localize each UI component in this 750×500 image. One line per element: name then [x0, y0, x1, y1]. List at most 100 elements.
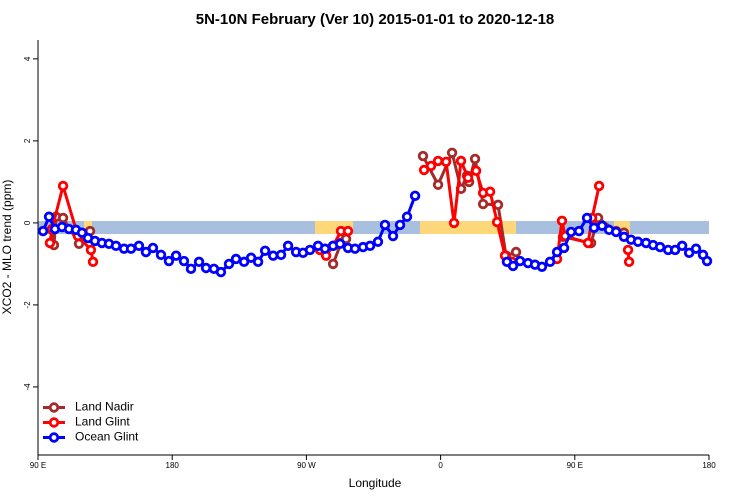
data-point: [654, 241, 666, 253]
y-tick-label: -2: [23, 301, 32, 309]
data-point: [110, 240, 122, 252]
data-point: [418, 164, 430, 176]
data-point: [469, 153, 481, 165]
data-point: [155, 249, 167, 261]
data-point: [387, 230, 399, 242]
data-point: [178, 255, 190, 267]
data-point: [565, 226, 577, 238]
legend-label: Land Nadir: [75, 400, 134, 414]
data-point: [588, 222, 600, 234]
data-point: [125, 243, 137, 254]
land-ocean-strip: [38, 221, 709, 234]
data-point: [85, 244, 97, 256]
x-tick-label: 90 E: [567, 461, 583, 470]
data-point: [349, 243, 361, 254]
data-point: [556, 215, 568, 227]
legend-marker: [48, 402, 60, 413]
data-point: [432, 179, 444, 190]
data-point: [342, 225, 354, 237]
data-point: [252, 256, 264, 268]
data-point: [582, 237, 594, 249]
data-point: [193, 256, 205, 268]
data-point: [259, 245, 271, 256]
data-point: [581, 212, 593, 224]
data-point: [163, 255, 175, 267]
data-point: [282, 240, 294, 252]
data-point: [275, 249, 287, 261]
data-point: [215, 266, 227, 278]
data-point: [676, 240, 688, 252]
data-point: [304, 244, 316, 256]
x-tick-label: 90 E: [30, 461, 46, 470]
data-point: [364, 240, 376, 252]
data-point: [223, 258, 235, 270]
data-point: [245, 252, 257, 263]
data-point: [558, 242, 570, 254]
data-point: [448, 217, 460, 229]
legend-marker: [48, 417, 60, 428]
data-point: [185, 263, 197, 275]
x-axis-label: Longitude: [349, 476, 402, 490]
data-point: [238, 256, 250, 268]
land-strip: [420, 221, 516, 234]
x-tick-label: 180: [166, 461, 180, 470]
data-point: [170, 250, 182, 261]
data-point: [462, 172, 474, 183]
y-tick-label: 4: [23, 56, 32, 61]
y-axis-label: XCO2 - MLO trend (ppm): [0, 180, 14, 315]
data-point: [334, 238, 346, 250]
data-point: [690, 243, 702, 254]
data-point: [470, 165, 482, 177]
data-point: [200, 262, 212, 274]
data-point: [327, 258, 339, 270]
y-tick-label: 0: [23, 220, 32, 225]
chart-title: 5N-10N February (Ver 10) 2015-01-01 to 2…: [196, 11, 555, 28]
data-point: [536, 261, 548, 272]
data-point: [372, 236, 384, 247]
data-point: [417, 150, 429, 162]
data-point: [425, 160, 437, 172]
data-point: [632, 236, 644, 247]
data-point: [510, 246, 522, 258]
data-point: [394, 219, 406, 231]
legend-label: Ocean Glint: [75, 430, 139, 444]
legend-label: Land Glint: [75, 415, 130, 429]
data-point: [76, 227, 88, 238]
data-point: [593, 180, 605, 192]
data-point: [87, 256, 99, 268]
x-tick-label: 180: [702, 461, 716, 470]
data-point: [701, 255, 713, 267]
ocean-strip: [38, 221, 709, 234]
data-point: [514, 255, 526, 267]
data-point: [455, 155, 467, 167]
data-point: [44, 237, 56, 249]
data-point: [57, 180, 69, 192]
data-point: [409, 190, 421, 202]
legend-marker: [48, 432, 60, 443]
data-point: [446, 147, 458, 158]
data-point: [492, 199, 504, 211]
data-point: [267, 250, 279, 261]
data-point: [133, 240, 145, 252]
data-point: [401, 211, 413, 222]
data-point: [491, 216, 503, 228]
data-point: [319, 243, 331, 254]
data-point: [610, 226, 622, 238]
y-tick-label: 2: [23, 138, 32, 143]
data-point: [507, 260, 519, 272]
data-point: [440, 156, 452, 167]
y-tick-label: -4: [23, 383, 32, 391]
data-point: [43, 211, 55, 222]
x-tick-label: 0: [438, 461, 443, 470]
data-point: [623, 256, 635, 268]
x-tick-label: 90 W: [297, 461, 316, 470]
data-point: [57, 212, 69, 224]
data-point: [484, 186, 496, 197]
data-point: [544, 256, 556, 268]
data-point: [622, 244, 634, 256]
data-point: [573, 225, 585, 237]
data-point: [140, 246, 152, 258]
data-point: [596, 220, 608, 231]
